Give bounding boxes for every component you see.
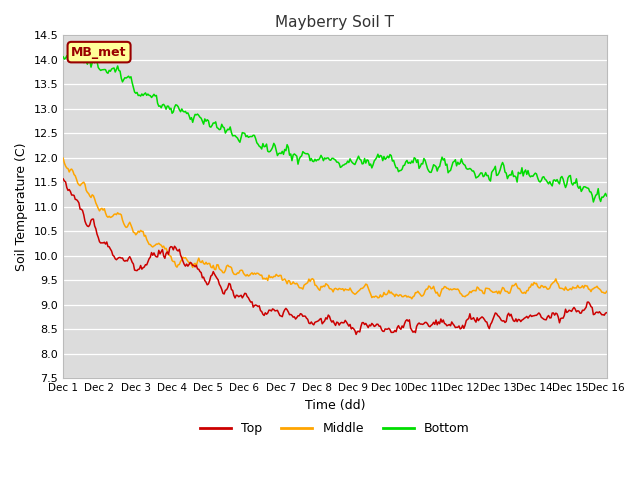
Y-axis label: Soil Temperature (C): Soil Temperature (C) [15, 143, 28, 271]
Title: Mayberry Soil T: Mayberry Soil T [275, 15, 394, 30]
Legend: Top, Middle, Bottom: Top, Middle, Bottom [195, 418, 475, 441]
X-axis label: Time (dd): Time (dd) [305, 398, 365, 411]
Text: MB_met: MB_met [71, 46, 127, 59]
